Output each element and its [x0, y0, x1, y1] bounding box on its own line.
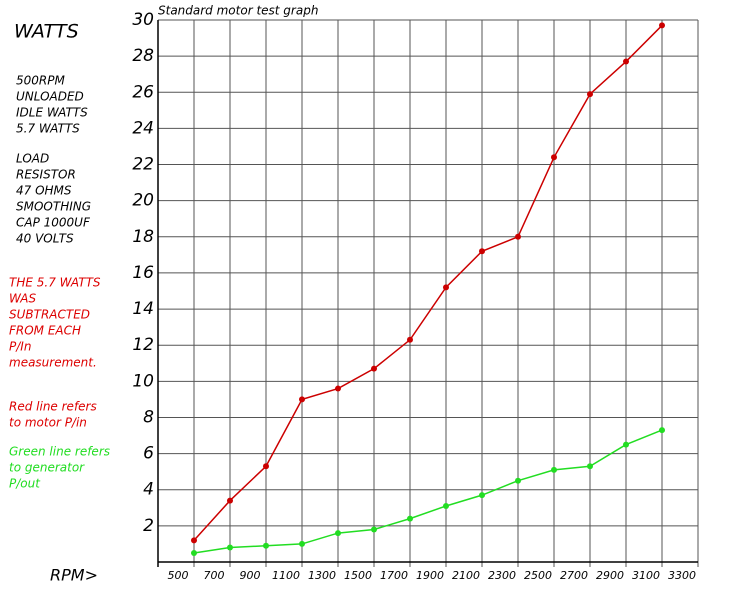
annotation: SUBTRACTED	[9, 308, 90, 322]
y-tick-label: 24	[132, 118, 154, 138]
x-tick-label: 900	[240, 569, 261, 582]
data-point	[623, 58, 629, 65]
annotation: 5.7 WATTS	[16, 122, 80, 136]
data-point	[551, 154, 557, 161]
x-tick-label: 500	[168, 569, 189, 582]
data-point	[335, 385, 341, 392]
annotation: to generator	[9, 461, 85, 475]
x-tick-label: 2100	[452, 569, 480, 582]
data-point	[515, 477, 521, 484]
data-point	[407, 336, 413, 343]
data-point	[191, 549, 197, 556]
y-tick-label: 16	[132, 263, 154, 283]
y-tick-label: 2	[143, 516, 154, 536]
x-tick-label: 1300	[308, 569, 336, 582]
y-tick-label: 30	[132, 10, 154, 30]
data-point	[371, 365, 377, 372]
series-line	[193, 24, 663, 541]
data-point	[587, 91, 593, 98]
data-point	[371, 526, 377, 533]
y-tick-label: 26	[132, 82, 154, 102]
data-point	[299, 540, 305, 547]
data-point	[551, 466, 557, 473]
data-point	[479, 248, 485, 255]
x-tick-label: 700	[204, 569, 225, 582]
data-point	[227, 497, 233, 504]
x-tick-label: 2700	[560, 569, 588, 582]
data-point	[515, 233, 521, 240]
y-tick-label: 8	[143, 407, 154, 427]
annotation: P/out	[9, 477, 41, 491]
data-point	[479, 492, 485, 499]
data-point	[407, 515, 413, 522]
y-tick-label: 14	[132, 299, 154, 319]
data-point	[191, 537, 197, 544]
chart-title: Standard motor test graph	[158, 4, 318, 18]
annotation: 500RPM	[16, 74, 65, 88]
y-tick-label: 28	[132, 46, 154, 66]
annotation: WAS	[9, 292, 36, 306]
x-tick-label: 1500	[344, 569, 372, 582]
annotation: measurement.	[9, 356, 97, 370]
y-tick-label: 12	[132, 335, 154, 355]
x-tick-label: 1700	[380, 569, 408, 582]
x-tick-label: 2500	[524, 569, 552, 582]
data-point	[263, 542, 269, 549]
annotation: IDLE WATTS	[16, 106, 88, 120]
annotation: RESISTOR	[16, 168, 76, 182]
y-tick-label: 6	[143, 444, 154, 464]
annotation: UNLOADED	[16, 90, 84, 104]
y-axis-title: WATTS	[14, 21, 79, 43]
y-tick-label: 22	[132, 155, 154, 175]
annotation: 47 OHMS	[16, 184, 72, 198]
annotation: Red line refers	[9, 400, 97, 414]
y-tick-label: 18	[132, 227, 154, 247]
x-tick-label: 3100	[632, 569, 660, 582]
data-point	[623, 441, 629, 448]
data-point	[335, 530, 341, 537]
annotation: P/In	[9, 340, 31, 354]
annotation: THE 5.7 WATTS	[9, 276, 101, 290]
data-point	[443, 502, 449, 509]
x-tick-label: 2300	[488, 569, 516, 582]
data-point	[263, 463, 269, 470]
data-point	[659, 427, 665, 434]
annotation: CAP 1000UF	[16, 216, 91, 230]
data-point	[299, 396, 305, 403]
annotation: LOAD	[16, 152, 49, 166]
y-tick-label: 10	[132, 371, 154, 391]
x-tick-label: 1100	[272, 569, 300, 582]
data-point	[587, 463, 593, 470]
annotation: Green line refers	[9, 445, 110, 459]
x-axis-title: RPM>	[50, 566, 98, 585]
y-tick-label: 20	[132, 191, 154, 211]
annotation: 40 VOLTS	[16, 232, 74, 246]
series-line	[193, 429, 663, 554]
x-tick-label: 2900	[596, 569, 624, 582]
annotation: SMOOTHING	[16, 200, 91, 214]
annotation: FROM EACH	[9, 324, 81, 338]
x-tick-label: 1900	[416, 569, 444, 582]
x-tick-label: 3300	[668, 569, 696, 582]
annotation: to motor P/in	[9, 416, 87, 430]
data-point	[443, 284, 449, 291]
y-tick-label: 4	[143, 480, 154, 500]
data-point	[659, 22, 665, 29]
data-point	[227, 544, 233, 551]
